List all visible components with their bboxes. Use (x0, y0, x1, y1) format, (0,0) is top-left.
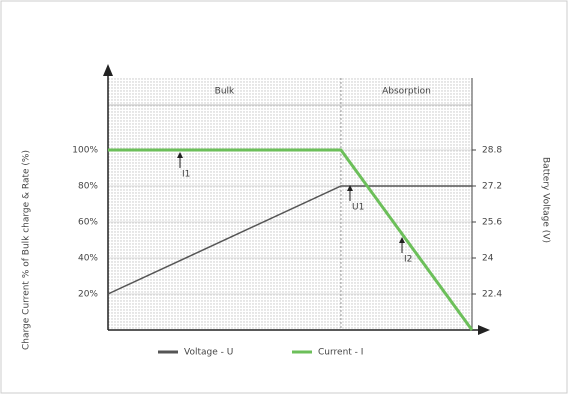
annotation: I2 (404, 255, 412, 265)
x-axis-arrow (478, 325, 490, 335)
y-axis-arrow (103, 64, 113, 76)
annotation-arrowhead (347, 185, 353, 191)
y2-tick-label: 25.6 (482, 218, 502, 228)
annotation-arrowhead (399, 237, 405, 243)
y-tick-label: 100% (72, 146, 98, 156)
y2-tick-label: 22.4 (482, 290, 502, 300)
series-line (108, 148, 474, 331)
legend-label: Current - I (318, 348, 363, 358)
y2-tick-label: 27.2 (482, 182, 502, 192)
y-tick-label: 20% (78, 290, 98, 300)
series-line (107, 185, 472, 295)
y-tick-label: 60% (78, 218, 98, 228)
y2-tick-label: 24 (482, 254, 494, 264)
y2-tick-label: 28.8 (482, 146, 502, 156)
y-tick-label: 80% (78, 182, 98, 192)
annotation: I1 (182, 170, 190, 180)
y-axis-label: Charge Current % of Bulk charge & Rate (… (22, 150, 32, 350)
y2-axis-label: Battery Voltage (V) (541, 157, 551, 243)
region-label: Absorption (382, 87, 431, 97)
legend-label: Voltage - U (184, 348, 233, 358)
plot-background (108, 78, 472, 330)
y-tick-label: 40% (78, 254, 98, 264)
annotation: U1 (352, 203, 364, 213)
annotation-arrowhead (177, 152, 183, 158)
region-label: Bulk (215, 87, 235, 97)
